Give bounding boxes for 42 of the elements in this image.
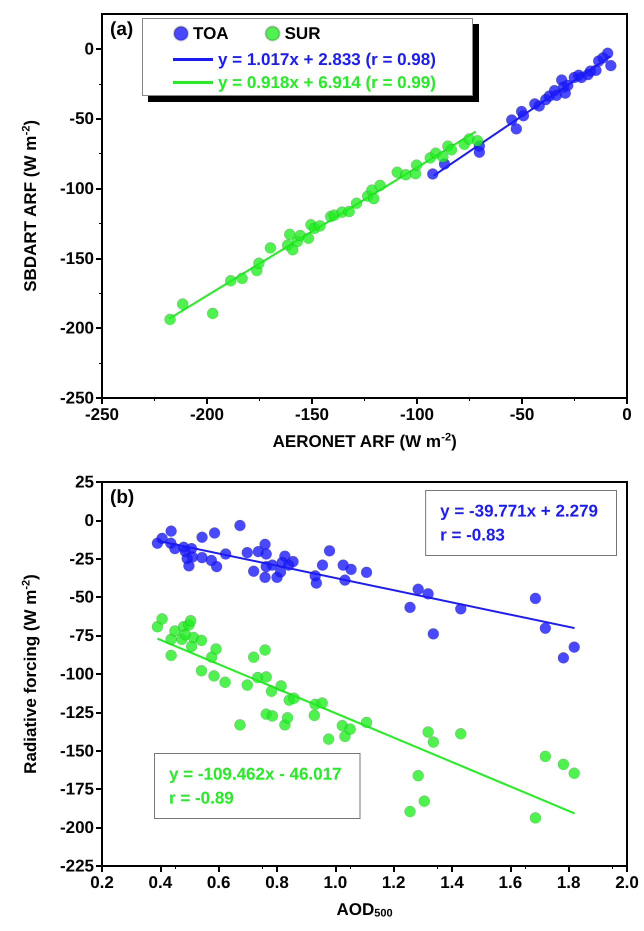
x-tick-label: 1.2 bbox=[382, 873, 406, 892]
y-tick-label: -100 bbox=[60, 664, 94, 684]
annotation: (b) bbox=[110, 487, 134, 508]
y-tick-label: -50 bbox=[69, 109, 94, 128]
x-tick-label: -50 bbox=[510, 405, 534, 424]
y-tick-label: -75 bbox=[69, 626, 94, 646]
x-tick-label: 0.6 bbox=[206, 873, 230, 892]
x-tick-label: 0 bbox=[622, 405, 632, 424]
y-tick-label: -25 bbox=[69, 549, 94, 568]
x-tick-label: 1.8 bbox=[556, 873, 580, 892]
legend-label: y = 0.918x + 6.914 (r = 0.99) bbox=[218, 73, 436, 92]
x-tick-label: 2.0 bbox=[615, 873, 639, 892]
x-tick-label: -150 bbox=[294, 405, 330, 424]
legend-label: y = 1.017x + 2.833 (r = 0.98) bbox=[218, 50, 436, 69]
y-tick-label: -200 bbox=[60, 318, 94, 338]
y-tick-label: -250 bbox=[60, 388, 94, 408]
y-tick-label: -200 bbox=[60, 818, 94, 838]
x-tick-label: 1.4 bbox=[440, 873, 464, 892]
x-tick-label: 1.0 bbox=[324, 873, 348, 892]
legend-label: TOA bbox=[193, 24, 229, 43]
x-tick-label: 1.6 bbox=[498, 873, 522, 892]
x-tick-label: 0.8 bbox=[265, 873, 289, 892]
y-tick-label: -50 bbox=[69, 588, 94, 607]
x-tick-label: 0.4 bbox=[148, 873, 173, 892]
y-tick-label: 0 bbox=[84, 510, 94, 530]
x-tick-label: 0.2 bbox=[90, 873, 114, 892]
annotation: y = -39.771x + 2.279 r = -0.83 bbox=[440, 502, 598, 544]
y-tick-label: -125 bbox=[60, 702, 94, 722]
y-tick-label: -150 bbox=[60, 741, 94, 760]
annotation: y = -109.462x - 46.017 r = -0.89 bbox=[169, 764, 342, 808]
y-tick-label: -175 bbox=[60, 780, 94, 799]
x-tick-label: -200 bbox=[190, 405, 224, 424]
legend-label: SUR bbox=[284, 24, 320, 43]
y-tick-label: -150 bbox=[60, 248, 94, 268]
y-tick-label: -100 bbox=[60, 179, 94, 198]
annotation: (a) bbox=[110, 19, 134, 40]
y-axis-title: Radiative forcing (W m-2) bbox=[20, 574, 40, 774]
y-tick-label: -225 bbox=[60, 856, 94, 876]
x-tick-label: -100 bbox=[400, 405, 434, 424]
y-tick-label: 0 bbox=[84, 39, 94, 58]
y-axis-title: SBDART ARF (W m-2) bbox=[20, 120, 40, 292]
y-tick-label: 25 bbox=[75, 472, 94, 492]
